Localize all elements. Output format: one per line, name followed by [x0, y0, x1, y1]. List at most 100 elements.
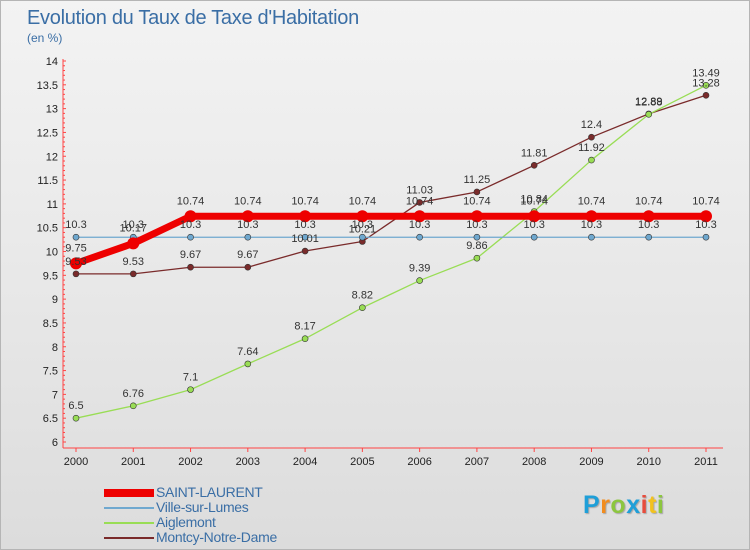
data-label: 10.74 [291, 195, 319, 207]
data-point [645, 233, 653, 241]
data-label: 10.3 [352, 219, 373, 231]
data-point [588, 233, 595, 241]
data-label: 9.75 [65, 242, 86, 254]
data-label: 10.3 [695, 219, 716, 231]
data-label: 9.67 [180, 249, 201, 261]
legend-item: Montcy-Notre-Dame [104, 529, 364, 545]
y-tick-label: 7.5 [43, 366, 58, 378]
legend-label: Montcy-Notre-Dame [156, 529, 277, 545]
data-label: 10.74 [635, 195, 663, 207]
legend-swatch [104, 537, 154, 539]
y-tick-label: 11.5 [37, 175, 58, 187]
data-label: 10.21 [349, 223, 377, 235]
y-tick-label: 10 [46, 247, 58, 259]
data-label: 9.53 [123, 256, 144, 268]
x-tick-label: 2010 [636, 456, 660, 468]
legend-item: SAINT-LAURENT [104, 484, 364, 500]
y-tick-label: 7 [52, 389, 58, 401]
data-label: 10.3 [409, 219, 430, 231]
logo-letter: o [610, 491, 627, 519]
y-tick-label: 13 [46, 104, 58, 116]
data-point [416, 199, 423, 206]
data-label: 10.3 [523, 219, 544, 231]
data-point [700, 210, 712, 223]
series-line [75, 94, 707, 275]
x-tick-label: 2007 [465, 456, 489, 468]
data-point [473, 188, 481, 196]
data-label: 11.25 [464, 174, 491, 186]
data-label: 9.86 [466, 240, 487, 252]
data-point [470, 210, 483, 223]
x-tick-label: 2000 [64, 456, 88, 468]
data-label: 10.74 [520, 195, 548, 207]
data-point [642, 210, 655, 223]
y-tick-label: 11 [47, 199, 58, 211]
legend-label: Aiglemont [156, 514, 216, 530]
data-point [184, 210, 197, 223]
data-label: 10.3 [581, 219, 602, 231]
data-point [416, 233, 423, 241]
data-point [702, 91, 710, 99]
data-label: 10.3 [65, 219, 86, 231]
data-label: 11.81 [521, 147, 548, 159]
data-point [528, 210, 541, 223]
y-tick-label: 10.5 [37, 223, 58, 235]
x-tick-label: 2002 [178, 456, 202, 468]
data-label: 7.64 [237, 346, 258, 358]
logo-letter: i [656, 491, 665, 519]
data-point [356, 210, 369, 223]
data-label: 10.74 [177, 195, 205, 207]
data-point [645, 111, 653, 118]
data-point [413, 210, 426, 223]
data-label: 10.3 [466, 219, 487, 231]
x-tick-label: 2005 [350, 456, 374, 468]
x-tick-label: 2001 [121, 456, 145, 468]
data-label: 7.1 [183, 372, 198, 384]
data-point [588, 133, 595, 141]
data-point [299, 210, 312, 223]
y-tick-label: 6 [52, 437, 58, 449]
data-point [416, 277, 423, 284]
legend-item: Ville-sur-Lumes [104, 499, 364, 515]
data-label: 10.17 [120, 222, 148, 234]
x-tick-label: 2008 [522, 456, 546, 468]
data-label: 9.39 [409, 263, 430, 275]
data-point [129, 270, 137, 278]
data-label: 10.3 [237, 219, 258, 231]
data-point [585, 210, 598, 223]
data-label: 10.74 [692, 195, 720, 207]
data-label: 10.84 [520, 193, 548, 205]
data-point [244, 263, 252, 271]
data-point [301, 233, 309, 241]
data-point [359, 304, 366, 311]
data-label: 10.3 [123, 219, 144, 231]
data-label: 10.74 [578, 195, 606, 207]
data-label: 10.74 [234, 195, 262, 207]
chart-title: Evolution du Taux de Taxe d'Habitation [27, 7, 359, 29]
x-tick-label: 2003 [236, 456, 260, 468]
y-tick-label: 8.5 [43, 318, 58, 330]
chart-subtitle: (en %) [27, 31, 63, 45]
data-label: 10.01 [291, 233, 319, 245]
data-point [301, 335, 309, 342]
data-label: 11.03 [406, 184, 433, 196]
logo-letter: t [648, 491, 657, 519]
data-point [473, 254, 481, 262]
data-point [127, 237, 140, 250]
legend-swatch [104, 489, 154, 497]
legend-item: Aiglemont [104, 514, 364, 530]
chart-legend: SAINT-LAURENT Ville-sur-Lumes Aiglemont Mon… [104, 484, 364, 545]
data-label: 8.82 [352, 290, 373, 302]
data-point [244, 360, 252, 368]
legend-swatch [104, 507, 154, 509]
data-point [359, 233, 366, 241]
proxiti-logo: Proxiti [583, 491, 664, 520]
y-tick-label: 9.5 [43, 270, 58, 282]
data-point [530, 161, 538, 169]
logo-letter: r [600, 491, 611, 519]
data-point [702, 81, 710, 89]
legend-label: SAINT-LAURENT [156, 484, 263, 500]
data-label: 6.5 [68, 400, 83, 412]
